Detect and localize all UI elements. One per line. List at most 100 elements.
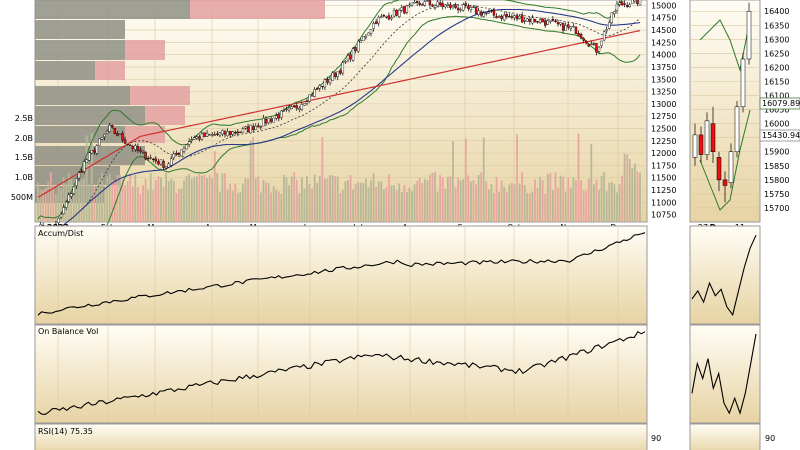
candle-body xyxy=(477,10,480,15)
candle-body xyxy=(88,152,91,161)
candle-body xyxy=(313,89,316,97)
zoom-price-tick-label: 16100 xyxy=(764,92,789,101)
price-tick-label: 12500 xyxy=(651,124,676,133)
rsi-panel xyxy=(34,423,648,450)
volume-bar xyxy=(393,185,395,222)
volume-profile-bar xyxy=(125,40,165,60)
candle-body xyxy=(200,133,204,140)
volume-bar xyxy=(423,178,426,222)
volume-bar xyxy=(523,185,526,222)
candle-body xyxy=(90,149,93,154)
volume-bar xyxy=(528,193,531,222)
moving-averages xyxy=(37,8,641,232)
candle-body xyxy=(595,43,598,53)
price-tick-label: 13750 xyxy=(651,63,676,72)
candle-body xyxy=(528,18,532,22)
candle-body xyxy=(290,106,293,110)
candle-body xyxy=(67,194,70,202)
candle-body xyxy=(546,20,549,25)
candle-body xyxy=(328,78,332,84)
volume-bar xyxy=(610,182,613,222)
candle-body xyxy=(500,15,503,19)
candle-body xyxy=(395,9,398,16)
volume-bar xyxy=(467,175,470,222)
candle-body xyxy=(195,136,199,139)
volume-bar xyxy=(103,189,106,222)
candle-body xyxy=(70,193,73,197)
price-tick-label: 11000 xyxy=(651,198,676,207)
candle-body xyxy=(638,0,642,6)
candle-body xyxy=(292,105,296,107)
candle-body xyxy=(459,9,462,11)
volume-bar xyxy=(47,181,50,222)
candle-body xyxy=(159,159,163,165)
volume-profile-bar xyxy=(35,40,125,60)
volume-bar xyxy=(439,175,442,222)
volume-bar xyxy=(636,171,639,222)
volume-bar xyxy=(421,183,424,222)
volume-bar xyxy=(613,184,616,222)
candle-body xyxy=(541,18,544,23)
volume-bar xyxy=(592,184,595,222)
volume-bar xyxy=(42,190,45,222)
volume-bar xyxy=(265,182,267,222)
volume-bar xyxy=(239,191,242,222)
zoom-candle-body xyxy=(722,179,728,186)
candle-body xyxy=(364,35,368,38)
volume-bar xyxy=(521,172,524,222)
volume-bar xyxy=(472,180,475,222)
candle-body xyxy=(272,117,275,123)
volume-bar xyxy=(536,188,539,222)
candle-body xyxy=(505,14,508,17)
volume-bar xyxy=(572,177,575,222)
volume-bar xyxy=(60,188,62,222)
zoom-price-tick-label: 15750 xyxy=(764,190,789,199)
candle-body xyxy=(205,133,209,137)
volume-bar xyxy=(49,172,52,222)
volume-bar xyxy=(57,184,60,222)
candle-body xyxy=(218,132,222,136)
candle-body xyxy=(400,7,403,11)
volume-bar xyxy=(564,191,567,222)
candle-body xyxy=(316,87,319,90)
volume-bar xyxy=(267,183,270,222)
volume-bar xyxy=(498,192,501,222)
price-tick-label: 11250 xyxy=(651,186,676,195)
volume-bar xyxy=(298,193,301,222)
candle-body xyxy=(526,18,529,22)
volume-bar xyxy=(303,188,306,222)
candle-body xyxy=(264,119,268,124)
candle-body xyxy=(510,16,514,18)
volume-bar xyxy=(188,174,191,222)
candle-body xyxy=(597,46,601,52)
volume-bar xyxy=(80,179,83,222)
obv-label: On Balance Vol xyxy=(38,327,98,336)
volume-bar xyxy=(147,190,150,222)
candle-body xyxy=(198,136,201,140)
zoom-bollinger-lower-line xyxy=(699,109,751,211)
volume-bar xyxy=(429,174,431,222)
volume-bar xyxy=(254,178,257,222)
candle-body xyxy=(167,163,170,168)
candle-body xyxy=(95,145,99,154)
bollinger-bands xyxy=(37,0,641,256)
volume-bar xyxy=(367,187,370,222)
obv-grid xyxy=(57,325,619,423)
volume-bar xyxy=(541,180,544,222)
candle-body xyxy=(421,4,424,6)
volume-bar xyxy=(93,186,96,222)
candle-body xyxy=(377,16,380,24)
candle-body xyxy=(208,134,211,136)
volume-bar xyxy=(98,178,101,222)
zoom-price-axis: 16400 16350 16300 16250 16200 16150 16100 16050… xyxy=(764,7,789,213)
volume-bar xyxy=(390,185,393,222)
volume-tick-label: 2.5B xyxy=(15,114,33,123)
candle-body xyxy=(405,5,409,13)
candle-body xyxy=(221,130,224,135)
volume-bar xyxy=(131,186,134,222)
candle-body xyxy=(177,153,181,155)
volume-bar xyxy=(236,192,239,222)
volume-bar xyxy=(108,173,111,222)
volume-bar xyxy=(633,163,636,222)
volume-profile-bar xyxy=(35,126,125,143)
